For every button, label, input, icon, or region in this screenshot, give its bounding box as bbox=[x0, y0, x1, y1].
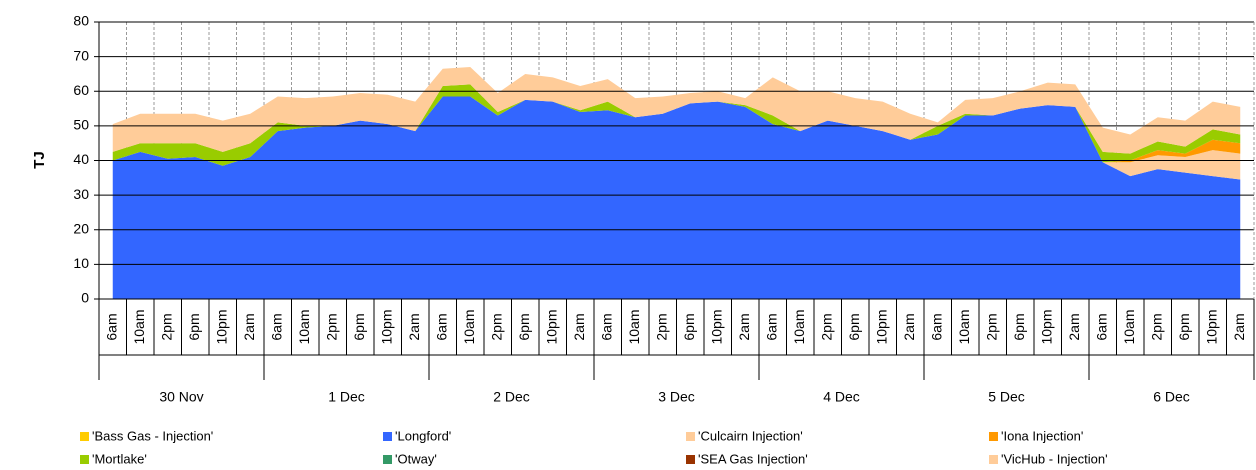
x-tick-label: 10am bbox=[791, 309, 807, 344]
x-tick-label: 10am bbox=[956, 309, 972, 344]
x-tick-label: 10pm bbox=[1203, 309, 1219, 344]
legend-label: 'VicHub - Injection' bbox=[1001, 451, 1108, 466]
x-tick-label: 10pm bbox=[873, 309, 889, 344]
y-axis-label: TJ bbox=[31, 151, 48, 169]
y-tick-label: 0 bbox=[81, 290, 89, 306]
x-tick-label: 2am bbox=[571, 313, 587, 340]
x-tick-label: 6pm bbox=[186, 313, 202, 340]
area bbox=[112, 67, 1241, 154]
legend-swatch bbox=[989, 455, 998, 464]
x-tick-label: 6am bbox=[928, 313, 944, 340]
x-tick-label: 10pm bbox=[1038, 309, 1054, 344]
x-tick-label: 6am bbox=[103, 313, 119, 340]
x-tick-label: 2am bbox=[1066, 313, 1082, 340]
x-tick-label: 6am bbox=[268, 313, 284, 340]
y-tick-label: 60 bbox=[73, 82, 89, 98]
x-group-label: 2 Dec bbox=[493, 389, 530, 405]
x-tick-label: 6pm bbox=[846, 313, 862, 340]
legend-swatch bbox=[383, 432, 392, 441]
x-tick-label: 10am bbox=[626, 309, 642, 344]
legend-label: 'Mortlake' bbox=[92, 451, 147, 466]
x-tick-label: 2pm bbox=[653, 313, 669, 340]
x-group-label: 5 Dec bbox=[988, 389, 1025, 405]
legend-swatch bbox=[80, 455, 89, 464]
x-tick-label: 2pm bbox=[158, 313, 174, 340]
y-tick-label: 20 bbox=[73, 220, 89, 236]
x-tick-label: 2pm bbox=[1148, 313, 1164, 340]
x-tick-label: 10am bbox=[461, 309, 477, 344]
y-tick-label: 50 bbox=[73, 117, 89, 133]
x-tick-label: 6pm bbox=[1011, 313, 1027, 340]
x-tick-label: 6am bbox=[433, 313, 449, 340]
y-tick-label: 10 bbox=[73, 255, 89, 271]
legend-label: 'SEA Gas Injection' bbox=[698, 451, 808, 466]
legend-swatch bbox=[686, 455, 695, 464]
x-tick-label: 6pm bbox=[1176, 313, 1192, 340]
x-group-label: 30 Nov bbox=[159, 389, 203, 405]
x-tick-label: 2am bbox=[406, 313, 422, 340]
x-tick-label: 10pm bbox=[543, 309, 559, 344]
legend-swatch bbox=[383, 455, 392, 464]
legend-label: 'Bass Gas - Injection' bbox=[92, 428, 213, 443]
x-tick-label: 2pm bbox=[983, 313, 999, 340]
legend-label: 'Longford' bbox=[395, 428, 451, 443]
x-tick-label: 10pm bbox=[708, 309, 724, 344]
x-tick-label: 2am bbox=[736, 313, 752, 340]
x-tick-label: 6am bbox=[763, 313, 779, 340]
x-tick-label: 6pm bbox=[351, 313, 367, 340]
y-tick-label: 80 bbox=[73, 13, 89, 29]
x-tick-label: 10am bbox=[296, 309, 312, 344]
x-group-label: 3 Dec bbox=[658, 389, 695, 405]
x-tick-label: 6am bbox=[1093, 313, 1109, 340]
legend-swatch bbox=[989, 432, 998, 441]
legend-swatch bbox=[686, 432, 695, 441]
x-tick-label: 6pm bbox=[681, 313, 697, 340]
x-tick-label: 2pm bbox=[818, 313, 834, 340]
x-tick-label: 2pm bbox=[323, 313, 339, 340]
x-tick-label: 2am bbox=[241, 313, 257, 340]
x-tick-label: 10pm bbox=[213, 309, 229, 344]
legend-label: 'Otway' bbox=[395, 451, 437, 466]
x-tick-label: 6pm bbox=[516, 313, 532, 340]
legend-swatch bbox=[80, 432, 89, 441]
area bbox=[112, 96, 1241, 299]
x-tick-label: 2am bbox=[901, 313, 917, 340]
area bbox=[112, 96, 1241, 180]
x-tick-label: 2pm bbox=[488, 313, 504, 340]
y-tick-label: 40 bbox=[73, 151, 89, 167]
x-tick-label: 6am bbox=[598, 313, 614, 340]
x-group-label: 4 Dec bbox=[823, 389, 860, 405]
x-tick-label: 10am bbox=[131, 309, 147, 344]
y-tick-label: 30 bbox=[73, 186, 89, 202]
y-tick-label: 70 bbox=[73, 47, 89, 63]
x-tick-label: 10pm bbox=[378, 309, 394, 344]
area bbox=[112, 84, 1241, 166]
legend-label: 'Iona Injection' bbox=[1001, 428, 1083, 443]
x-group-label: 6 Dec bbox=[1153, 389, 1190, 405]
x-tick-label: 10am bbox=[1121, 309, 1137, 344]
x-group-label: 1 Dec bbox=[328, 389, 365, 405]
x-tick-label: 2am bbox=[1231, 313, 1247, 340]
legend-label: 'Culcairn Injection' bbox=[698, 428, 803, 443]
